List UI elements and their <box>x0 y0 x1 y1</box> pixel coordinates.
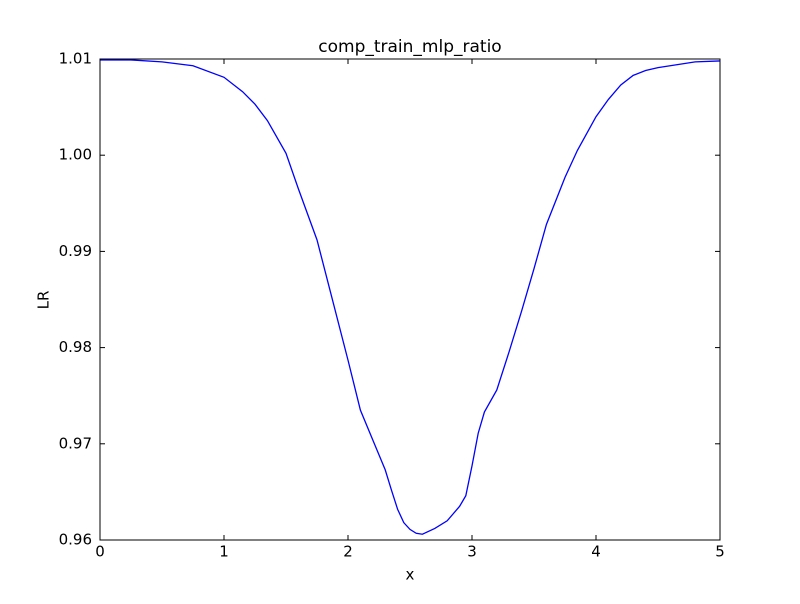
x-tick-label: 5 <box>715 543 725 561</box>
x-tick-label: 0 <box>95 543 105 561</box>
chart-title: comp_train_mlp_ratio <box>318 37 501 57</box>
y-tick-label: 0.98 <box>59 338 92 356</box>
x-tick-label: 4 <box>591 543 601 561</box>
x-tick-label: 3 <box>467 543 477 561</box>
x-tick-label: 1 <box>219 543 229 561</box>
y-axis-label: LR <box>35 291 53 310</box>
x-tick-label: 2 <box>343 543 353 561</box>
plot-frame <box>99 58 721 541</box>
y-tick-label: 0.99 <box>59 242 92 260</box>
y-tick-label: 1.00 <box>59 146 92 164</box>
y-tick-label: 1.01 <box>59 50 92 68</box>
data-line <box>100 59 721 535</box>
y-tick-label: 0.96 <box>59 531 92 549</box>
x-axis-label: x <box>406 566 415 584</box>
y-tick-label: 0.97 <box>59 434 92 452</box>
